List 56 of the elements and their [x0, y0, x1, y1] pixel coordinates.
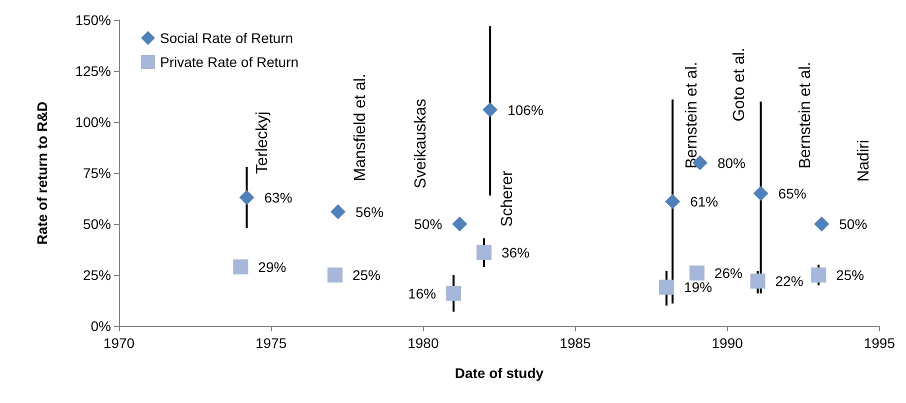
y-tick-label: 75%: [82, 165, 111, 181]
point: [689, 265, 704, 280]
data-label: 63%: [264, 189, 292, 206]
data-label: 80%: [717, 154, 746, 171]
point: [327, 268, 342, 282]
x-axis-title: Date of study: [454, 365, 544, 381]
data-label: 50%: [839, 216, 868, 232]
point: [482, 102, 498, 118]
data-label: 29%: [258, 258, 286, 275]
data-label: 19%: [684, 279, 712, 296]
annotation: Sveikauskas: [412, 98, 430, 189]
y-tick-label: 50%: [82, 216, 111, 232]
point: [476, 245, 492, 260]
point: [233, 259, 248, 274]
data-label: 16%: [408, 285, 436, 302]
data-label: 36%: [502, 244, 530, 261]
point: [753, 186, 768, 201]
annotation: Mansfield et al.: [352, 74, 370, 182]
annotation: Scherer: [499, 170, 516, 227]
point: [446, 286, 462, 301]
data-label: 25%: [352, 267, 380, 283]
point: [659, 280, 674, 295]
legend-label: Social Rate of Return: [160, 30, 294, 46]
point: [811, 268, 826, 282]
y-tick-label: 150%: [75, 12, 111, 28]
x-tick-label: 1990: [712, 335, 744, 351]
data-label: 65%: [778, 185, 806, 202]
y-tick-label: 125%: [75, 63, 111, 79]
data-label: 25%: [836, 267, 864, 283]
annotation: Nadiri: [856, 140, 873, 182]
data-label: 106%: [508, 102, 544, 118]
point: [750, 274, 766, 289]
y-tick-label: 0%: [90, 318, 111, 334]
point: [452, 216, 468, 232]
annotation: Bernstein et al.: [797, 62, 814, 169]
x-tick-label: 1980: [408, 335, 439, 351]
point: [330, 204, 346, 220]
data-label: 61%: [690, 194, 718, 210]
y-tick-label: 100%: [75, 114, 111, 130]
annotation: Goto et al.: [730, 48, 748, 122]
y-tick-label: 25%: [82, 267, 111, 283]
y-axis-title: Rate of return to R&D: [34, 101, 50, 245]
point: [665, 194, 680, 210]
data-label: 56%: [356, 204, 384, 220]
data-label: 22%: [775, 273, 804, 290]
data-label: 50%: [414, 216, 442, 232]
legend-label: Private Rate of Return: [160, 54, 299, 70]
point: [239, 190, 254, 205]
annotation: Bernstein et al.: [684, 62, 701, 169]
x-tick-label: 1985: [560, 335, 592, 351]
point: [814, 216, 830, 232]
data-label: 26%: [714, 264, 742, 281]
x-tick-label: 1975: [256, 335, 287, 351]
x-tick-label: 1995: [864, 335, 896, 351]
annotation: Terleckyj: [254, 112, 271, 174]
x-tick-label: 1970: [103, 335, 135, 351]
